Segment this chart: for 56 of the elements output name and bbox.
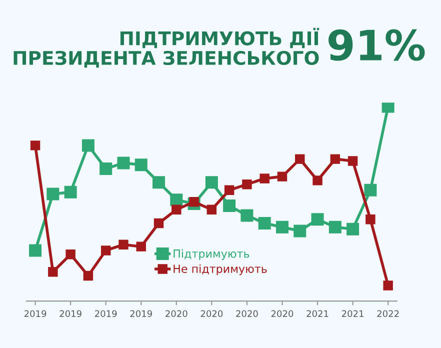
point — [205, 176, 218, 189]
point — [258, 216, 271, 230]
point — [242, 179, 252, 190]
point — [223, 199, 236, 212]
point — [383, 280, 393, 290]
legend-label: Не підтримують — [174, 264, 267, 276]
point — [30, 140, 40, 150]
point — [328, 220, 342, 234]
point — [240, 209, 254, 222]
point — [117, 156, 130, 170]
legend-label: Підтримують — [174, 249, 250, 260]
point — [83, 270, 94, 281]
point — [366, 214, 376, 224]
point — [136, 242, 146, 252]
point — [382, 102, 394, 113]
point — [29, 244, 42, 257]
x-tick-label: 2020 — [236, 310, 258, 318]
point — [118, 240, 128, 250]
x-tick-label: 2019 — [60, 310, 82, 318]
x-tick-label: 2021 — [306, 310, 328, 318]
point — [48, 266, 58, 277]
point — [100, 162, 112, 176]
x-tick-label: 2020 — [200, 310, 223, 318]
point — [276, 220, 288, 234]
point — [152, 176, 166, 189]
point — [364, 184, 377, 196]
point — [66, 249, 76, 260]
point — [170, 194, 183, 206]
chart-title: ПІДТРИМУЮТЬ ДІЇ ПРЕЗИДЕНТА ЗЕЛЕНСЬКОГО — [14, 28, 320, 68]
point — [260, 174, 270, 184]
point — [189, 196, 199, 207]
x-tick-label: 2021 — [342, 310, 364, 318]
x-tick-label: 2020 — [271, 310, 294, 318]
x-tick-label: 2022 — [377, 310, 399, 318]
point — [224, 185, 234, 196]
point — [348, 156, 358, 166]
point — [100, 246, 111, 256]
point — [82, 139, 94, 152]
point — [46, 188, 60, 200]
point — [277, 172, 288, 182]
point — [172, 204, 182, 214]
x-tick-label: 2019 — [95, 310, 117, 318]
point — [346, 222, 360, 236]
text: 91% — [328, 29, 425, 61]
point — [312, 176, 322, 186]
point — [295, 154, 305, 164]
x-tick-label: 2019 — [130, 310, 152, 318]
point — [154, 218, 164, 228]
point — [294, 224, 306, 238]
x-tick-label: 2019 — [24, 310, 46, 318]
point — [64, 186, 77, 198]
point — [134, 158, 148, 172]
point — [311, 213, 324, 226]
point — [330, 154, 340, 164]
x-tick-label: 2020 — [166, 310, 188, 318]
point — [206, 204, 217, 214]
